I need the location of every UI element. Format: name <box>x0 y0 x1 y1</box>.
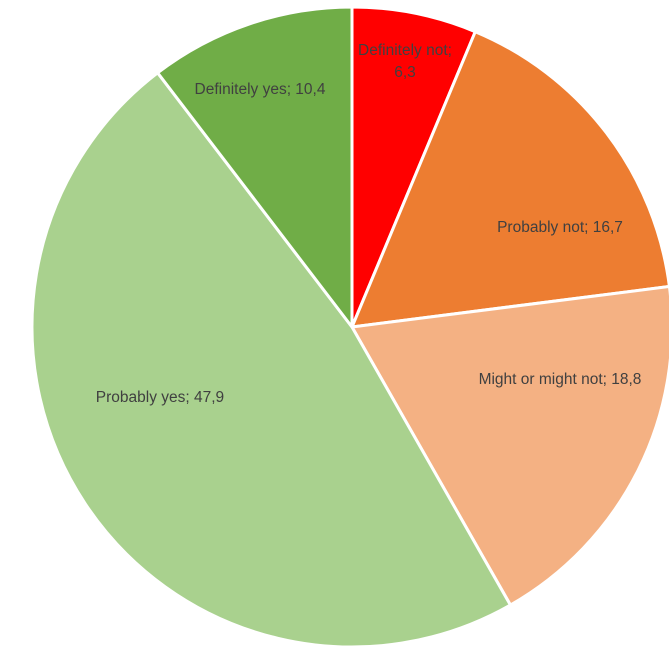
pie-slice <box>30 70 513 649</box>
data-label: Probably not; 16,7 <box>497 219 623 236</box>
pie-slice <box>349 29 669 329</box>
data-label: Probably yes; 47,9 <box>95 389 225 406</box>
pie-slice <box>350 5 478 328</box>
data-label: Definitely yes; 10,4 <box>194 81 326 98</box>
data-label: Definitely not; 6,3 <box>358 42 452 81</box>
pie-slice <box>349 284 669 608</box>
data-label: Might or might not; 18,8 <box>478 371 642 388</box>
pie-slice <box>155 5 354 332</box>
